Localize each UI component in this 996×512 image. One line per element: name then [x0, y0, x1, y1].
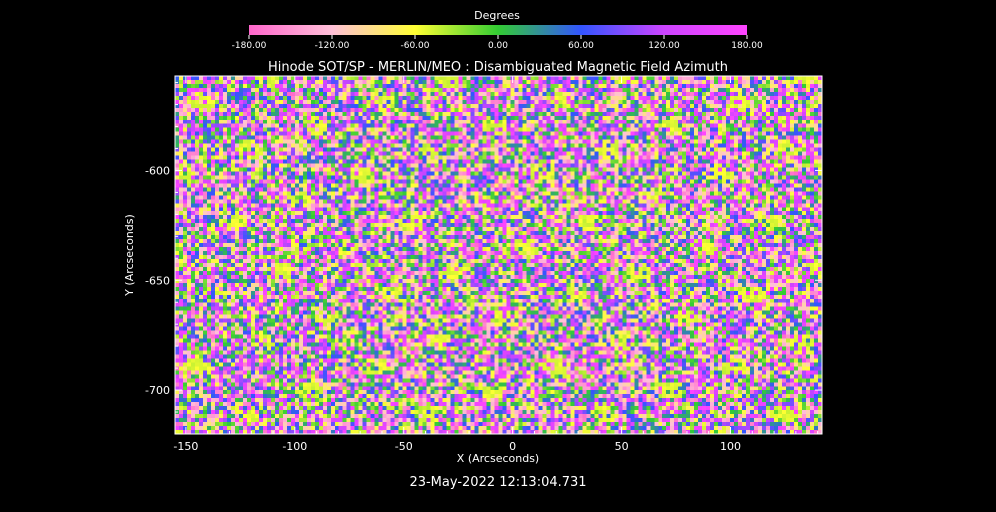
timestamp: 23-May-2022 12:13:04.731	[409, 475, 586, 490]
y-axis: -600 -650 -700	[145, 82, 822, 413]
colorbar-tick-label: 120.00	[648, 41, 680, 51]
heatmap-image	[175, 76, 822, 434]
x-tick-label: 50	[615, 440, 629, 453]
colorbar-tick-label: -180.00	[232, 41, 267, 51]
x-axis-label: X (Arcseconds)	[457, 452, 539, 465]
colorbar-tick-label: 60.00	[568, 41, 594, 51]
y-tick-label: -700	[145, 384, 170, 397]
x-tick-label: 0	[509, 440, 516, 453]
chart-title: Hinode SOT/SP - MERLIN/MEO : Disambiguat…	[268, 60, 728, 75]
colorbar-tick-label: 0.00	[488, 41, 508, 51]
y-axis-label: Y (Arcseconds)	[123, 214, 136, 297]
colorbar-tick-label: 180.00	[731, 41, 763, 51]
colorbar-tick-label: -60.00	[400, 41, 429, 51]
y-tick-label: -600	[145, 164, 170, 177]
y-tick-label: -650	[145, 274, 170, 287]
plot-frame	[174, 75, 823, 435]
colorbar	[249, 25, 747, 35]
colorbar-label: Degrees	[474, 9, 520, 22]
x-tick-label: -50	[395, 440, 413, 453]
x-tick-label: -150	[173, 440, 198, 453]
x-tick-label: -100	[282, 440, 307, 453]
colorbar-ticks: -180.00 -120.00 -60.00 0.00 60.00 120.00 180.0…	[232, 35, 763, 51]
x-tick-label: 100	[720, 440, 741, 453]
azimuth-heatmap	[175, 76, 822, 434]
colorbar-tick-label: -120.00	[315, 41, 350, 51]
x-axis: -150 -100 -50 0 50 100	[173, 76, 819, 453]
